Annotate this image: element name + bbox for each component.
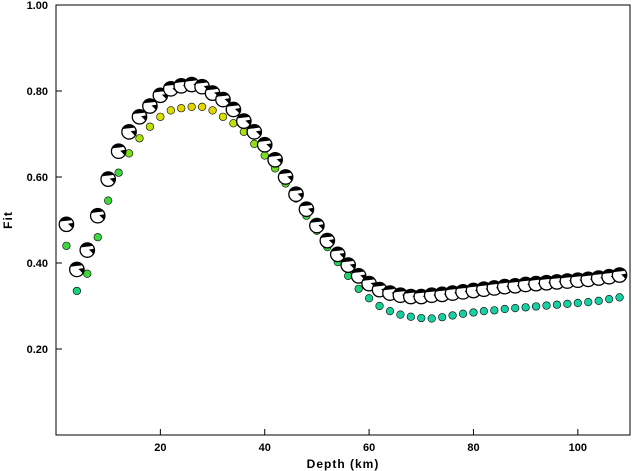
y-tick-label: 0.60 [27,172,48,184]
mechanism-point [110,143,127,160]
mechanism-point [256,136,273,153]
data-point [198,102,207,112]
data-point [573,298,582,308]
data-point [145,122,155,131]
y-tick-label: 1.00 [27,0,48,12]
mechanism-point [277,169,294,185]
data-point [156,112,165,121]
mechanism-point [329,246,346,263]
y-tick-label: 0.80 [27,86,48,98]
y-axis: 0.20 0.40 0.60 0.80 1.00 [27,0,62,356]
data-point [354,284,363,293]
x-tick-label: 20 [154,442,166,454]
mechanism-point [100,171,117,187]
data-point [458,309,468,318]
data-point [490,306,499,315]
data-point [438,313,447,322]
data-point [396,310,405,319]
x-tick-label: 80 [467,442,479,454]
data-point [375,301,384,311]
x-tick-label: 60 [363,442,375,454]
mechanism-point [58,216,75,233]
mechanism-point [79,242,96,258]
data-point [218,112,228,121]
data-point [104,196,113,205]
data-point [563,299,572,308]
data-point [114,168,123,177]
mechanism-point [131,108,148,125]
mechanism-point [298,201,315,218]
mechanism-point [611,267,628,283]
data-point [584,298,593,307]
mechanism-point [225,101,242,118]
data-point [417,313,426,323]
mechanism-point [89,207,106,224]
mechanism-point [69,261,85,278]
data-point [448,311,457,320]
data-point [605,295,614,304]
x-axis: 20 40 60 80 100 [154,429,587,454]
x-tick-label: 100 [569,442,587,454]
data-point [135,134,144,143]
data-point [62,241,71,250]
data-point [93,233,102,242]
data-point [615,293,624,302]
y-tick-label: 0.40 [27,258,48,270]
mechanism-point [215,91,231,108]
mechanism-point [288,186,304,203]
series-mechanism-points [58,76,628,305]
mechanism-point [309,217,325,234]
data-point [385,307,395,316]
data-point [542,301,551,310]
data-point [177,104,186,113]
data-point [83,269,92,278]
x-axis-title: Depth (km) [307,457,380,471]
y-axis-title: Fit [1,211,15,229]
data-point [594,296,603,305]
data-point [552,300,562,309]
data-point [427,314,436,323]
data-point [469,308,478,317]
data-point [406,312,415,321]
data-point [500,304,509,314]
data-point [260,151,269,160]
mechanism-point [121,124,137,140]
series-secondary-points [62,102,624,323]
data-point [72,286,81,296]
mechanism-point [267,151,284,168]
data-point [511,304,520,313]
data-point [479,307,488,316]
data-point [364,294,374,303]
y-tick-label: 0.20 [27,344,48,356]
mechanism-point [246,124,263,140]
mechanism-point [350,268,367,284]
data-point [521,303,530,312]
data-point [531,302,541,311]
mechanism-point [142,98,158,114]
data-point [166,106,175,115]
plot-frame [55,4,631,436]
x-tick-label: 40 [259,442,271,454]
mechanism-point [152,87,169,104]
data-point [187,102,196,112]
mechanism-point [319,232,336,249]
data-point [208,106,217,115]
mechanism-point [236,113,252,129]
mechanism-point [340,257,357,273]
